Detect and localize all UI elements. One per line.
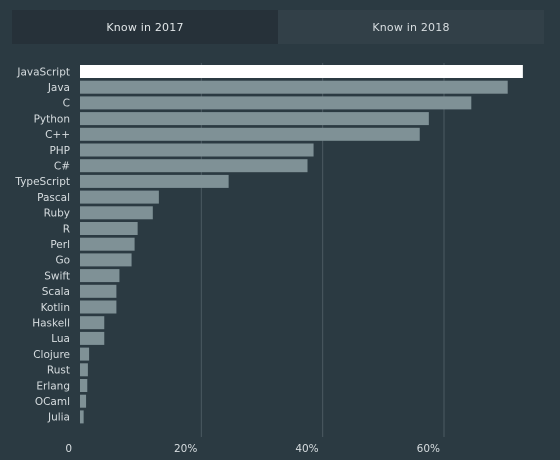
- bar-ocaml: [80, 394, 87, 408]
- x-tick-label: 20%: [174, 443, 197, 455]
- bar-haskell: [80, 316, 105, 330]
- category-label: Rust: [47, 365, 70, 377]
- category-label: R: [63, 223, 70, 235]
- bar-pascal: [80, 190, 159, 204]
- category-label: Julia: [47, 412, 70, 424]
- bar-rust: [80, 363, 88, 377]
- bar-julia: [80, 410, 84, 424]
- category-label: C: [63, 98, 70, 110]
- bar-scala: [80, 284, 117, 298]
- category-label: C#: [54, 161, 70, 173]
- bar-erlang: [80, 379, 88, 392]
- tab-know-2017[interactable]: Know in 2017: [12, 10, 278, 44]
- category-label: Clojure: [33, 349, 70, 361]
- category-label: Haskell: [32, 318, 70, 330]
- bar-javascript: [80, 65, 523, 78]
- bar-clojure: [80, 347, 90, 361]
- bar-swift: [80, 269, 120, 283]
- category-label: Erlang: [36, 380, 70, 392]
- category-label: Pascal: [37, 192, 70, 204]
- year-tabs: Know in 2017 Know in 2018: [12, 10, 544, 44]
- category-label: Python: [34, 113, 70, 125]
- category-label: TypeScript: [14, 176, 70, 188]
- category-label: Swift: [44, 270, 70, 282]
- category-label: OCaml: [35, 396, 70, 408]
- bar-r: [80, 222, 138, 235]
- bar-typescript: [80, 174, 229, 188]
- x-axis-ticks: 0 20% 40% 60%: [65, 443, 440, 455]
- bar-python: [80, 112, 429, 126]
- bar-go: [80, 253, 132, 267]
- bar-lua: [80, 331, 105, 345]
- bars: [80, 65, 523, 424]
- bar-kotlin: [80, 300, 117, 314]
- bar-c-: [80, 127, 420, 141]
- x-tick-label: 40%: [295, 443, 318, 455]
- category-label: Java: [47, 82, 70, 94]
- bar-ruby: [80, 206, 153, 220]
- category-label: Lua: [51, 333, 70, 345]
- x-tick-label: 60%: [417, 443, 440, 455]
- tab-know-2018[interactable]: Know in 2018: [278, 10, 544, 44]
- category-label: Perl: [50, 239, 70, 251]
- category-label: JavaScript: [16, 66, 70, 78]
- bar-php: [80, 143, 314, 157]
- grid-lines: [200, 63, 445, 437]
- category-label: Scala: [42, 286, 70, 298]
- bar-c-: [80, 159, 308, 173]
- category-label: PHP: [49, 145, 70, 157]
- bar-perl: [80, 237, 135, 251]
- category-label: C++: [45, 129, 70, 141]
- x-tick-label: 0: [65, 443, 72, 455]
- category-label: Ruby: [44, 208, 70, 220]
- bar-c: [80, 96, 472, 110]
- category-label: Go: [55, 255, 70, 267]
- bar-java: [80, 80, 508, 94]
- category-label: Kotlin: [41, 302, 70, 314]
- category-labels: JavaScript Java C Python C++ PHP C# TypeScript P…: [14, 66, 70, 423]
